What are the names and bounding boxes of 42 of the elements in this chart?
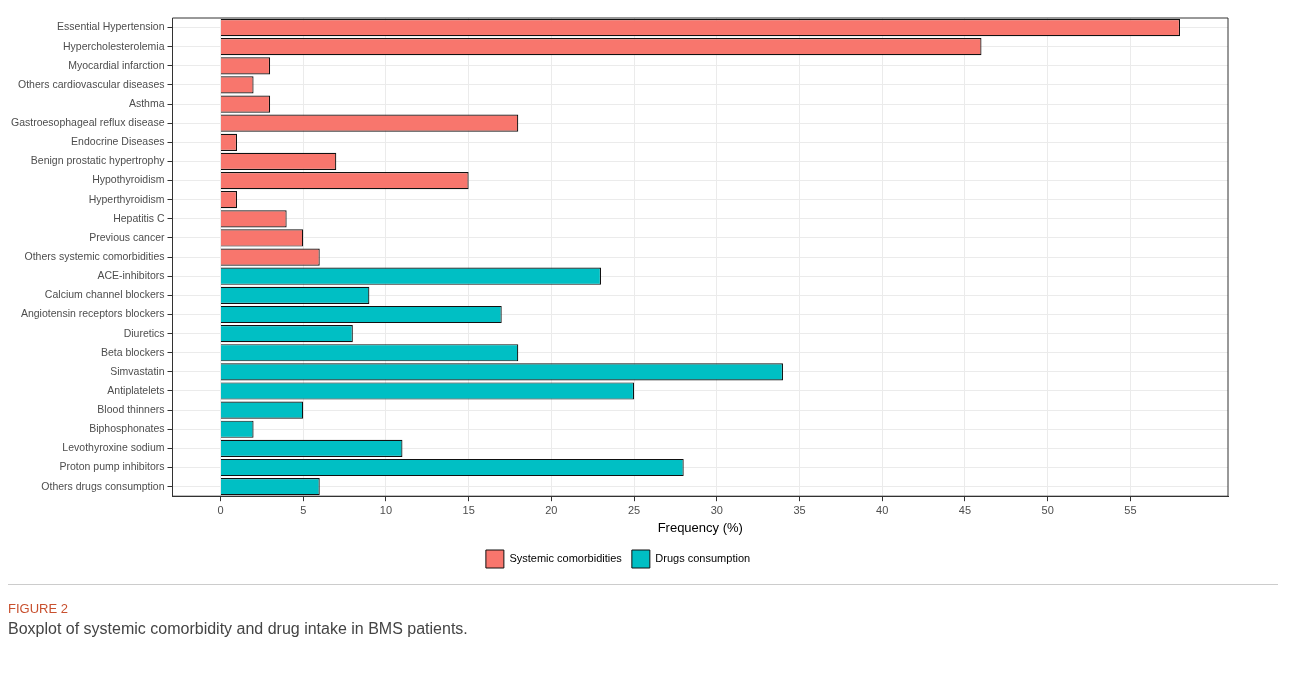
y-tick-label: Biphosphonates	[89, 422, 165, 435]
x-tick-label: 0	[217, 503, 224, 516]
y-tick-label: Blood thinners	[97, 403, 165, 416]
x-tick-label: 25	[627, 503, 641, 516]
x-tick-label: 10	[379, 503, 393, 516]
x-tick-label: 15	[462, 503, 475, 516]
x-tick-label: 30	[710, 503, 723, 516]
y-tick-label: Myocardial infarction	[68, 58, 165, 71]
y-tick-label: Benign prostatic hypertrophy	[30, 154, 166, 167]
y-tick-label: Essential Hypertension	[57, 20, 165, 33]
y-tick-label: Hyperthyroidism	[88, 192, 165, 205]
legend-label: Systemic comorbidities	[509, 552, 623, 565]
y-tick-label: Hepatitis C	[113, 211, 165, 224]
legend-label: Drugs consumption	[655, 552, 751, 565]
y-tick-label: Simvastatin	[110, 364, 165, 377]
y-tick-label: Others drugs consumption	[41, 479, 165, 492]
x-tick-label: 40	[876, 503, 889, 516]
y-tick-label: Calcium channel blockers	[44, 288, 165, 301]
y-tick-label: Beta blockers	[100, 345, 165, 358]
y-tick-label: Levothyroxine sodium	[62, 441, 165, 454]
y-tick-label: Previous cancer	[89, 230, 165, 243]
y-tick-label: Angiotensin receptors blockers	[20, 307, 165, 320]
y-tick-label: ACE-inhibitors	[97, 269, 165, 282]
y-tick-label: Hypothyroidism	[92, 173, 165, 186]
x-tick-label: 5	[300, 503, 307, 516]
x-tick-label: 55	[1124, 503, 1137, 516]
x-tick-label: 50	[1041, 503, 1054, 516]
y-tick-label: Gastroesophageal reflux disease	[11, 116, 165, 129]
y-tick-label: Proton pump inhibitors	[59, 460, 165, 473]
y-tick-label: Others systemic comorbidities	[24, 249, 165, 262]
y-tick-label: Others cardiovascular diseases	[18, 77, 165, 90]
text: FIGURE 2	[8, 601, 69, 616]
y-tick-label: Diuretics	[123, 326, 165, 339]
y-tick-label: Hypercholesterolemia	[62, 39, 165, 52]
x-axis-title: Frequency (%)	[657, 519, 743, 535]
y-tick-label: Asthma	[128, 96, 165, 109]
x-tick-label: 35	[793, 503, 806, 516]
text: Boxplot of systemic comorbidity and drug intake in BMS patients.	[8, 620, 469, 638]
x-tick-label: 20	[545, 503, 558, 516]
y-tick-label: Antiplatelets	[107, 383, 165, 396]
y-tick-label: Endocrine Diseases	[71, 135, 165, 148]
x-tick-label: 45	[958, 503, 972, 516]
